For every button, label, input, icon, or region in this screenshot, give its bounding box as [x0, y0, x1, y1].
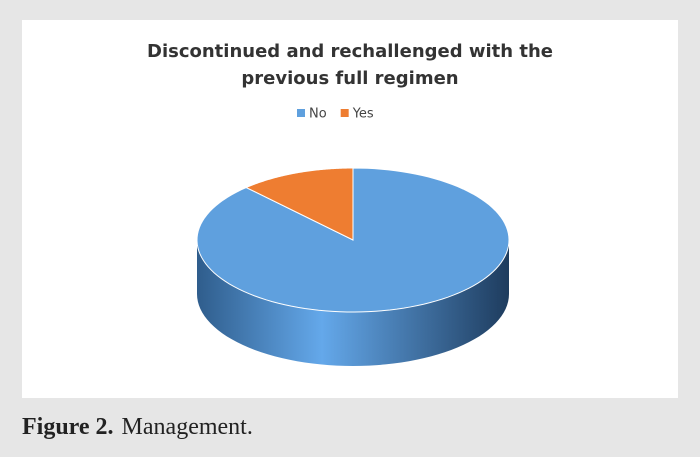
pie-slice [245, 167, 354, 241]
legend-swatch [340, 109, 349, 117]
pie-side [197, 240, 509, 366]
legend-swatch [297, 109, 305, 117]
caption-text: Management. [121, 414, 253, 440]
chart-title: Discontinued and rechallenged with the p… [147, 41, 553, 89]
caption: Figure 2. Management. [22, 414, 253, 441]
legend-label: No [309, 107, 327, 122]
caption-label: Figure 2. [22, 414, 114, 440]
legend-label: Yes [352, 107, 374, 122]
chart-panel: Discontinued and rechallenged with the p… [22, 20, 678, 398]
chart: No Yes [196, 107, 510, 366]
